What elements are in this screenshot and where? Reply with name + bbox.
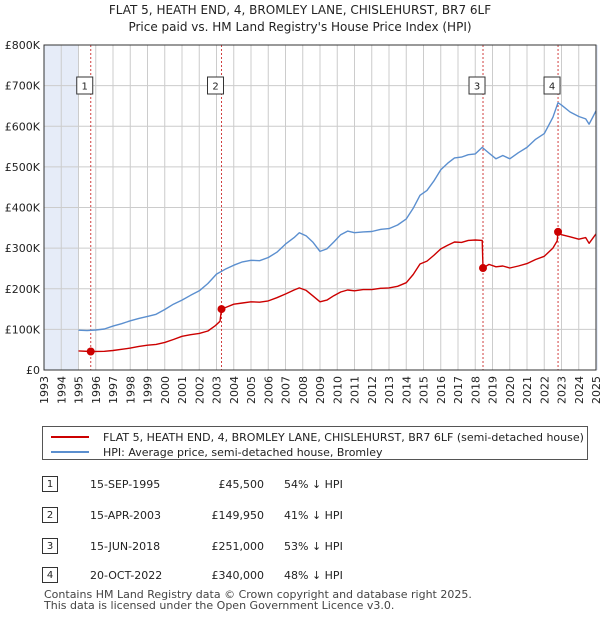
sale-number-label: 1 — [82, 82, 88, 93]
sale-price: £149,950 — [211, 509, 265, 522]
x-tick-label: 2000 — [159, 376, 172, 404]
x-tick-label: 2020 — [504, 376, 517, 404]
sale-point — [217, 305, 226, 314]
sale-point — [554, 227, 563, 236]
x-tick-label: 2015 — [418, 376, 431, 404]
legend: FLAT 5, HEATH END, 4, BROMLEY LANE, CHIS… — [42, 426, 588, 460]
x-tick-label: 2002 — [193, 376, 206, 404]
sale-number-badge: 2 — [42, 507, 58, 523]
sale-number-box — [468, 76, 486, 95]
footer-copyright: Contains HM Land Registry data © Crown c… — [44, 588, 472, 601]
x-tick-label: 2013 — [383, 376, 396, 404]
y-tick-label: £300K — [5, 242, 41, 255]
y-tick-label: £400K — [5, 202, 41, 215]
x-tick-label: 2008 — [297, 376, 310, 404]
sale-point — [479, 264, 488, 273]
y-tick-label: £600K — [5, 120, 41, 133]
sale-point — [86, 347, 95, 356]
x-tick-label: 2022 — [538, 376, 551, 404]
table-row: 4 20-OCT-2022 £340,000 48% ↓ HPI — [42, 567, 588, 585]
sale-number-box — [207, 76, 225, 95]
legend-swatch-hpi — [51, 451, 89, 453]
sale-price: £340,000 — [211, 569, 265, 582]
x-tick-label: 2023 — [556, 376, 569, 404]
y-tick-label: £0 — [26, 364, 40, 377]
chart-title: FLAT 5, HEATH END, 4, BROMLEY LANE, CHIS… — [0, 2, 600, 36]
legend-swatch-price — [51, 436, 89, 438]
x-tick-label: 1994 — [55, 376, 68, 404]
table-row: 3 15-JUN-2018 £251,000 53% ↓ HPI — [42, 538, 588, 556]
y-tick-label: £200K — [5, 283, 41, 296]
legend-item-hpi: HPI: Average price, semi-detached house,… — [51, 444, 382, 460]
x-tick-label: 1996 — [90, 376, 103, 404]
sale-date: 15-JUN-2018 — [90, 540, 161, 553]
sale-price: £251,000 — [211, 540, 265, 553]
x-tick-label: 2012 — [366, 376, 379, 404]
sale-number-label: 3 — [474, 82, 480, 93]
x-tick-label: 2024 — [573, 376, 586, 404]
sale-date: 15-APR-2003 — [90, 509, 162, 522]
footer: Contains HM Land Registry data © Crown c… — [44, 589, 472, 611]
x-tick-label: 2009 — [314, 376, 327, 404]
table-row: 1 15-SEP-1995 £45,500 54% ↓ HPI — [42, 476, 588, 494]
x-tick-label: 1998 — [124, 376, 137, 404]
chart-title-line-1: FLAT 5, HEATH END, 4, BROMLEY LANE, CHIS… — [108, 3, 492, 17]
x-tick-label: 2004 — [228, 376, 241, 404]
x-tick-label: 2018 — [469, 376, 482, 404]
footer-licence: This data is licensed under the Open Gov… — [44, 599, 395, 612]
sale-hpi-delta: 48% ↓ HPI — [284, 569, 343, 582]
price-chart: £0 £100K £200K £300K £400K £500K £600K £700K £80… — [5, 39, 600, 404]
x-tick-label: 2011 — [349, 376, 362, 404]
x-tick-label: 2001 — [176, 376, 189, 404]
shaded-period — [596, 45, 598, 370]
y-tick-label: £500K — [5, 161, 41, 174]
table-row: 2 15-APR-2003 £149,950 41% ↓ HPI — [42, 507, 588, 525]
sale-price: £45,500 — [218, 478, 265, 491]
x-tick-label: 1999 — [142, 376, 155, 404]
sale-number-label: 2 — [212, 82, 218, 93]
sale-number-box — [543, 76, 561, 95]
sale-hpi-delta: 54% ↓ HPI — [284, 478, 343, 491]
x-tick-label: 2025 — [590, 376, 600, 404]
x-tick-label: 2007 — [280, 376, 293, 404]
sale-hpi-delta: 41% ↓ HPI — [284, 509, 343, 522]
sale-number-box — [76, 76, 94, 95]
price-paid-line — [78, 231, 597, 353]
sale-hpi-delta: 53% ↓ HPI — [284, 540, 343, 553]
x-tick-label: 2005 — [245, 376, 258, 404]
x-tick-label: 2003 — [211, 376, 224, 404]
y-tick-label: £700K — [5, 80, 41, 93]
hpi-line — [78, 102, 597, 332]
x-tick-label: 1993 — [38, 376, 51, 404]
sale-number-badge: 3 — [42, 538, 58, 554]
x-tick-label: 2017 — [452, 376, 465, 404]
sale-number-label: 4 — [549, 82, 555, 93]
plot-border — [43, 44, 597, 371]
x-tick-label: 2006 — [262, 376, 275, 404]
x-tick-label: 2021 — [521, 376, 534, 404]
x-tick-label: 2010 — [331, 376, 344, 404]
x-tick-label: 2014 — [400, 376, 413, 404]
sale-date: 20-OCT-2022 — [90, 569, 163, 582]
x-tick-label: 2016 — [435, 376, 448, 404]
legend-label-price: FLAT 5, HEATH END, 4, BROMLEY LANE, CHIS… — [103, 430, 584, 444]
x-tick-label: 2019 — [487, 376, 500, 404]
y-tick-label: £800K — [5, 39, 41, 52]
sale-date: 15-SEP-1995 — [90, 478, 161, 491]
sale-number-badge: 1 — [42, 476, 58, 492]
legend-label-hpi: HPI: Average price, semi-detached house,… — [103, 445, 383, 459]
y-tick-label: £100K — [5, 323, 41, 336]
sale-number-badge: 4 — [42, 567, 58, 583]
x-tick-label: 1997 — [107, 376, 120, 404]
x-tick-label: 1995 — [73, 376, 86, 404]
legend-item-price: FLAT 5, HEATH END, 4, BROMLEY LANE, CHIS… — [51, 429, 584, 445]
chart-title-line-2: Price paid vs. HM Land Registry's House … — [128, 20, 472, 34]
